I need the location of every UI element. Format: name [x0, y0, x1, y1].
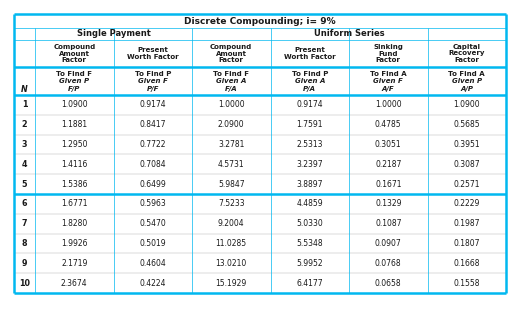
- Text: 0.0658: 0.0658: [375, 279, 401, 288]
- Text: 5.9847: 5.9847: [218, 180, 244, 188]
- Text: 5: 5: [22, 180, 27, 188]
- Text: 0.3051: 0.3051: [375, 140, 401, 149]
- Text: 8: 8: [22, 239, 27, 248]
- Text: 0.1671: 0.1671: [375, 180, 401, 188]
- Text: To Find P: To Find P: [135, 70, 171, 77]
- Text: 2: 2: [22, 120, 27, 129]
- Text: 0.9174: 0.9174: [296, 100, 323, 109]
- Text: Sinking
Fund
Factor: Sinking Fund Factor: [373, 44, 403, 64]
- Text: 0.1807: 0.1807: [453, 239, 480, 248]
- Text: 1.4116: 1.4116: [61, 160, 88, 169]
- Text: 15.1929: 15.1929: [215, 279, 247, 288]
- Text: 0.2229: 0.2229: [454, 199, 480, 208]
- Text: 5.9952: 5.9952: [296, 259, 323, 268]
- Text: 1: 1: [22, 100, 27, 109]
- Text: Given P: Given P: [59, 78, 89, 84]
- Text: 1.0000: 1.0000: [375, 100, 401, 109]
- Text: 4.4859: 4.4859: [296, 199, 323, 208]
- Text: Given F: Given F: [373, 78, 403, 84]
- Text: 0.7084: 0.7084: [139, 160, 166, 169]
- Text: To Find A: To Find A: [449, 70, 485, 77]
- Text: 0.5685: 0.5685: [453, 120, 480, 129]
- Text: 2.5313: 2.5313: [296, 140, 323, 149]
- Text: 4: 4: [22, 160, 27, 169]
- Text: 6: 6: [22, 199, 27, 208]
- Text: A/F: A/F: [382, 86, 395, 91]
- Text: F/P: F/P: [68, 86, 80, 91]
- Text: 9: 9: [22, 259, 27, 268]
- Text: 1.0900: 1.0900: [453, 100, 480, 109]
- Text: 0.5019: 0.5019: [139, 239, 166, 248]
- Text: 1.9926: 1.9926: [61, 239, 88, 248]
- Text: 10: 10: [19, 279, 30, 288]
- Text: 3: 3: [22, 140, 27, 149]
- Text: 0.4604: 0.4604: [139, 259, 166, 268]
- Text: Uniform Series: Uniform Series: [314, 29, 384, 39]
- Text: Given A: Given A: [295, 78, 325, 84]
- Text: 0.2187: 0.2187: [375, 160, 401, 169]
- Text: F/A: F/A: [225, 86, 238, 91]
- Text: 3.2397: 3.2397: [296, 160, 323, 169]
- Text: N: N: [21, 84, 28, 94]
- Text: P/F: P/F: [147, 86, 159, 91]
- Text: 9.2004: 9.2004: [218, 219, 244, 228]
- Text: 3.2781: 3.2781: [218, 140, 244, 149]
- Text: Single Payment: Single Payment: [77, 29, 150, 39]
- Text: 0.5470: 0.5470: [139, 219, 166, 228]
- Text: A/P: A/P: [461, 86, 473, 91]
- Text: 13.0210: 13.0210: [215, 259, 247, 268]
- Text: 0.1558: 0.1558: [453, 279, 480, 288]
- Text: To Find P: To Find P: [292, 70, 328, 77]
- Text: 0.1668: 0.1668: [453, 259, 480, 268]
- Text: 0.8417: 0.8417: [139, 120, 166, 129]
- Text: 11.0285: 11.0285: [215, 239, 247, 248]
- Text: Present
Worth Factor: Present Worth Factor: [284, 47, 336, 60]
- Text: To Find F: To Find F: [213, 70, 249, 77]
- Text: Capital
Recovery
Factor: Capital Recovery Factor: [449, 44, 485, 64]
- Text: 0.1087: 0.1087: [375, 219, 401, 228]
- Text: P/A: P/A: [303, 86, 316, 91]
- Text: 3.8897: 3.8897: [296, 180, 323, 188]
- Text: 5.0330: 5.0330: [296, 219, 323, 228]
- Text: To Find F: To Find F: [56, 70, 92, 77]
- Text: 1.1881: 1.1881: [61, 120, 88, 129]
- Text: 2.0900: 2.0900: [218, 120, 244, 129]
- Text: 1.0900: 1.0900: [61, 100, 88, 109]
- Text: Given P: Given P: [452, 78, 482, 84]
- Text: 0.4785: 0.4785: [375, 120, 401, 129]
- Text: 1.8280: 1.8280: [61, 219, 88, 228]
- Text: 4.5731: 4.5731: [218, 160, 244, 169]
- Text: 2.1719: 2.1719: [61, 259, 88, 268]
- Text: 0.5963: 0.5963: [139, 199, 166, 208]
- Text: 5.5348: 5.5348: [296, 239, 323, 248]
- Text: 2.3674: 2.3674: [61, 279, 88, 288]
- Text: To Find A: To Find A: [370, 70, 407, 77]
- Text: Compound
Amount
Factor: Compound Amount Factor: [210, 44, 252, 64]
- Text: Given A: Given A: [216, 78, 247, 84]
- Text: 0.9174: 0.9174: [139, 100, 166, 109]
- Text: 1.6771: 1.6771: [61, 199, 88, 208]
- Text: 0.1987: 0.1987: [453, 219, 480, 228]
- Text: Present
Worth Factor: Present Worth Factor: [127, 47, 179, 60]
- Text: 7: 7: [22, 219, 27, 228]
- Text: 6.4177: 6.4177: [296, 279, 323, 288]
- Text: 0.3087: 0.3087: [453, 160, 480, 169]
- Text: 0.4224: 0.4224: [139, 279, 166, 288]
- Text: Compound
Amount
Factor: Compound Amount Factor: [53, 44, 95, 64]
- Text: 0.0768: 0.0768: [375, 259, 401, 268]
- Text: 1.7591: 1.7591: [296, 120, 323, 129]
- Text: Given F: Given F: [138, 78, 168, 84]
- Text: 1.0000: 1.0000: [218, 100, 244, 109]
- Text: 1.2950: 1.2950: [61, 140, 88, 149]
- Text: 0.1329: 0.1329: [375, 199, 401, 208]
- Text: 1.5386: 1.5386: [61, 180, 88, 188]
- Text: Discrete Compounding; i= 9%: Discrete Compounding; i= 9%: [184, 16, 336, 26]
- Text: 7.5233: 7.5233: [218, 199, 244, 208]
- Text: 0.3951: 0.3951: [453, 140, 480, 149]
- Text: 0.7722: 0.7722: [139, 140, 166, 149]
- Text: 0.6499: 0.6499: [139, 180, 166, 188]
- Text: 0.0907: 0.0907: [375, 239, 401, 248]
- Text: 0.2571: 0.2571: [453, 180, 480, 188]
